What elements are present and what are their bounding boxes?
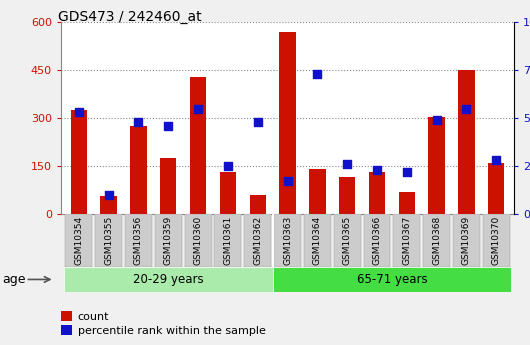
Point — [403, 169, 411, 175]
Bar — [272, 267, 511, 292]
Bar — [458, 70, 474, 214]
Bar — [453, 214, 480, 267]
Text: GSM10368: GSM10368 — [432, 216, 441, 265]
Text: age: age — [3, 273, 26, 286]
Text: GSM10355: GSM10355 — [104, 216, 113, 265]
Bar — [488, 163, 505, 214]
Point — [194, 106, 202, 111]
Bar — [215, 214, 241, 267]
Bar — [364, 214, 391, 267]
Bar — [339, 177, 355, 214]
Point — [432, 117, 441, 123]
Bar — [369, 172, 385, 214]
Point — [104, 192, 113, 197]
Bar — [101, 196, 117, 214]
Text: 65-71 years: 65-71 years — [357, 273, 427, 286]
Bar — [184, 214, 211, 267]
Point — [343, 161, 351, 167]
Bar — [125, 214, 152, 267]
Text: GSM10362: GSM10362 — [253, 216, 262, 265]
Point — [313, 71, 322, 77]
Bar — [65, 214, 92, 267]
Point — [134, 119, 143, 125]
Point — [164, 123, 173, 129]
Text: GDS473 / 242460_at: GDS473 / 242460_at — [58, 10, 202, 24]
Point — [224, 163, 232, 169]
Bar — [160, 158, 176, 214]
Bar — [334, 214, 360, 267]
Bar — [399, 191, 415, 214]
Legend: count, percentile rank within the sample: count, percentile rank within the sample — [61, 311, 266, 336]
Bar — [428, 117, 445, 214]
Bar — [244, 214, 271, 267]
Text: 20-29 years: 20-29 years — [133, 273, 204, 286]
Point — [253, 119, 262, 125]
Bar — [483, 214, 510, 267]
Point — [462, 106, 471, 111]
Bar — [220, 172, 236, 214]
Bar — [309, 169, 325, 214]
Text: GSM10366: GSM10366 — [373, 216, 382, 265]
Text: GSM10359: GSM10359 — [164, 216, 173, 265]
Point — [373, 167, 381, 172]
Text: GSM10369: GSM10369 — [462, 216, 471, 265]
Text: GSM10354: GSM10354 — [74, 216, 83, 265]
Bar — [155, 214, 182, 267]
Point — [492, 158, 500, 163]
Text: GSM10365: GSM10365 — [343, 216, 351, 265]
Bar — [130, 126, 147, 214]
Point — [75, 110, 83, 115]
Text: GSM10363: GSM10363 — [283, 216, 292, 265]
Text: GSM10356: GSM10356 — [134, 216, 143, 265]
Bar — [423, 214, 450, 267]
Text: GSM10364: GSM10364 — [313, 216, 322, 265]
Bar — [304, 214, 331, 267]
Point — [283, 179, 292, 184]
Bar — [250, 195, 266, 214]
Bar — [393, 214, 420, 267]
Bar — [274, 214, 301, 267]
Text: GSM10360: GSM10360 — [193, 216, 202, 265]
Bar — [64, 267, 272, 292]
Bar — [190, 77, 206, 214]
Text: GSM10361: GSM10361 — [224, 216, 232, 265]
Bar — [279, 32, 296, 214]
Bar — [70, 110, 87, 214]
Text: GSM10367: GSM10367 — [402, 216, 411, 265]
Bar — [95, 214, 122, 267]
Text: GSM10370: GSM10370 — [492, 216, 501, 265]
